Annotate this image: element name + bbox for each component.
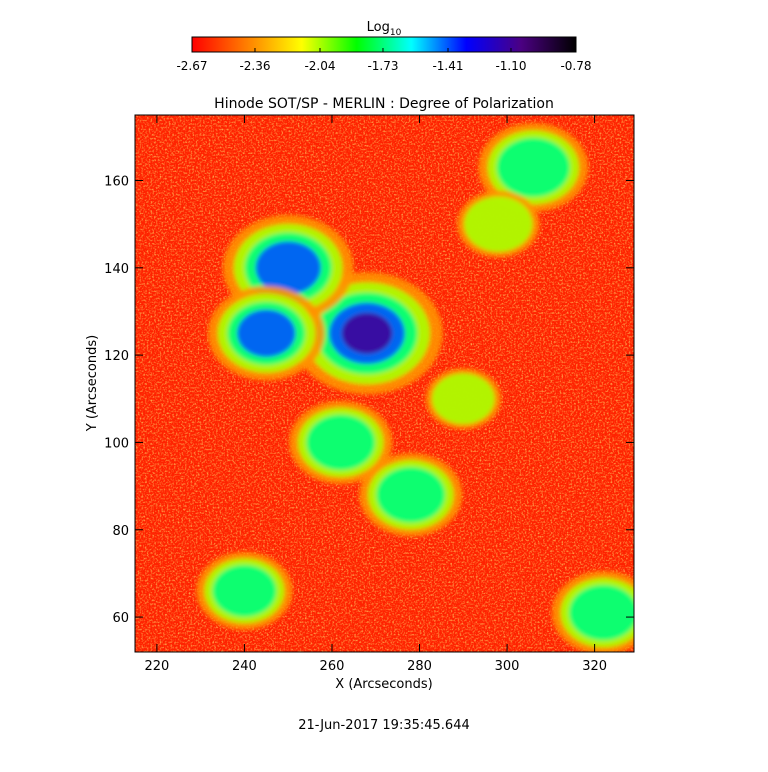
polarization-feature — [457, 190, 540, 258]
y-tick-label: 80 — [112, 524, 129, 539]
feature-layer — [196, 122, 634, 652]
feature-contour — [496, 137, 570, 198]
feature-contour — [341, 312, 393, 354]
colorbar-tick-label: -1.41 — [432, 59, 463, 73]
x-tick-label: 220 — [144, 659, 169, 674]
polarization-feature — [425, 368, 502, 430]
polarization-feature — [207, 285, 325, 381]
plot-frame — [134, 114, 635, 653]
y-axis: 60 80 100 120 140 160 — [104, 174, 634, 626]
colorbar-tick-label: -1.10 — [495, 59, 526, 73]
polarization-feature — [289, 400, 393, 485]
x-axis-label: X (Arcseconds) — [335, 677, 432, 692]
feature-contour — [255, 241, 321, 295]
x-axis: 220 240 260 280 300 320 — [144, 115, 607, 674]
feature-contour — [212, 564, 277, 617]
feature-contour — [568, 584, 634, 641]
colorbar-tick-label: -2.67 — [176, 59, 207, 73]
polarization-feature — [196, 551, 293, 630]
polarization-feature — [478, 122, 589, 212]
feature-contour — [463, 196, 533, 252]
polarization-feature — [359, 453, 463, 537]
polarization-feature — [551, 570, 634, 652]
colorbar-ticks: -2.67 -2.36 -2.04 -1.73 -1.41 -1.10 -0.78 — [176, 48, 592, 73]
colorbar-tick-label: -1.73 — [367, 59, 398, 73]
y-tick-label: 60 — [112, 611, 129, 626]
colorbar — [191, 36, 577, 53]
timestamp: 21-Jun-2017 19:35:45.644 — [298, 718, 470, 733]
colorbar-tick-label: -2.36 — [239, 59, 270, 73]
colorbar-label: Log10 — [367, 20, 402, 38]
chart-title: Hinode SOT/SP - MERLIN : Degree of Polar… — [214, 96, 554, 112]
x-tick-label: 320 — [582, 659, 607, 674]
y-tick-label: 100 — [104, 436, 129, 451]
x-tick-label: 240 — [232, 659, 257, 674]
feature-contour — [431, 373, 495, 425]
x-tick-label: 300 — [495, 659, 520, 674]
feature-contour — [237, 309, 296, 357]
y-tick-label: 120 — [104, 349, 129, 364]
feature-contour — [376, 467, 446, 523]
x-tick-label: 260 — [320, 659, 345, 674]
polarization-feature — [222, 214, 354, 321]
colorbar-tick-label: -0.78 — [560, 59, 591, 73]
y-tick-label: 160 — [104, 174, 129, 189]
x-tick-label: 280 — [407, 659, 432, 674]
colorbar-tick-label: -2.04 — [304, 59, 335, 73]
feature-contour — [306, 414, 376, 471]
y-tick-label: 140 — [104, 262, 129, 277]
plot-area — [135, 115, 634, 652]
y-axis-label: Y (Arcseconds) — [85, 335, 100, 432]
